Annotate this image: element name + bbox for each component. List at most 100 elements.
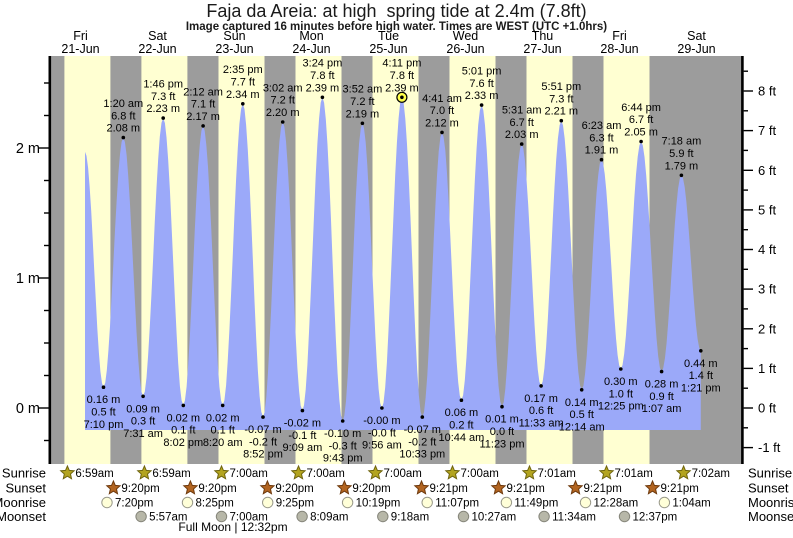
high-tide-label: 1.91 m <box>585 145 619 157</box>
event-time-label: 9:18am <box>391 512 429 524</box>
low-tide-label: -0.00 m <box>363 415 400 427</box>
row-label-right-sunset: Sunset <box>748 481 789 496</box>
moonrise-circle-icon <box>181 496 194 509</box>
moonset-circle-icon <box>618 510 631 523</box>
low-tide-dot <box>101 385 106 390</box>
high-tide-dot <box>639 139 643 144</box>
high-tide-label: 2.05 m <box>624 127 658 139</box>
high-tide-label: 2.17 m <box>186 111 220 123</box>
low-tide-label: -0.0 ft <box>368 427 396 439</box>
high-tide-label: 7.2 ft <box>350 96 374 108</box>
low-tide-label: 12:25 pm <box>598 401 644 413</box>
high-tide-label: 1:46 pm <box>143 79 183 91</box>
high-tide-label: 7.8 ft <box>310 70 334 82</box>
moonrise-circle-icon <box>658 496 671 509</box>
low-tide-label: 0.14 m <box>565 397 599 409</box>
day-date-label: 25-Jun <box>369 42 407 56</box>
high-tide-dot <box>559 118 564 123</box>
event-time-label: 7:01am <box>615 468 653 480</box>
low-tide-label: 0.5 ft <box>569 409 593 421</box>
sunrise-star-icon <box>136 464 153 480</box>
right-axis-label: 3 ft <box>758 282 776 297</box>
left-axis-label: 2 m <box>16 141 40 157</box>
row-label-left-moonset: Moonset <box>0 509 46 524</box>
day-date-label: 23-Jun <box>215 42 253 56</box>
event-time-label: 7:02am <box>692 468 730 480</box>
event-time-label: 8:09am <box>310 512 348 524</box>
low-tide-label: 1.0 ft <box>609 388 633 400</box>
event-time-label: 9:21pm <box>507 483 545 495</box>
day-date-label: 26-Jun <box>446 42 484 56</box>
high-tide-label: 2.08 m <box>106 123 140 135</box>
moonrise-circle-icon <box>341 496 354 509</box>
low-tide-dot <box>699 349 703 353</box>
day-date-label: 24-Jun <box>292 42 330 56</box>
high-tide-label: 5:31 am <box>502 105 542 117</box>
event-time-label: 7:00am <box>307 468 345 480</box>
low-tide-dot <box>300 408 305 413</box>
moonrise-circle-icon <box>500 496 513 509</box>
sunrise-star-icon <box>367 464 384 480</box>
right-axis-label: 1 ft <box>758 361 776 376</box>
low-tide-label: 1.4 ft <box>689 370 713 382</box>
left-axis-label: 1 m <box>16 271 40 287</box>
sunrise-star-icon <box>444 464 461 480</box>
high-tide-label: 2.19 m <box>346 108 380 120</box>
high-tide-label: 4:41 am <box>422 93 462 105</box>
low-tide-label: 0.02 m <box>206 412 240 424</box>
high-tide-dot <box>479 103 484 107</box>
event-time-label: 7:00am <box>461 468 499 480</box>
row-label-left-sunset: Sunset <box>6 481 47 496</box>
high-tide-label: 6.7 ft <box>509 117 533 129</box>
low-tide-label: 0.44 m <box>684 358 718 370</box>
high-tide-label: 2.12 m <box>425 117 459 129</box>
chart-subtitle: Image captured 16 minutes before high wa… <box>185 21 608 33</box>
event-time-label: 7:01am <box>538 468 576 480</box>
event-time-label: 12:37pm <box>633 512 678 524</box>
high-tide-dot <box>679 173 684 178</box>
low-tide-label: 8:20 am <box>203 437 243 449</box>
high-tide-dot <box>241 102 245 106</box>
high-tide-label: 2.33 m <box>465 90 499 102</box>
low-tide-label: 0.2 ft <box>449 420 473 432</box>
high-tide-label: 6.3 ft <box>589 132 613 144</box>
tide-area <box>85 97 701 431</box>
event-time-label: 9:25pm <box>276 498 314 510</box>
low-tide-label: 0.17 m <box>524 393 558 405</box>
event-time-label: 9:21pm <box>430 483 468 495</box>
low-tide-label: 0.28 m <box>645 379 679 391</box>
high-tide-label: 7.2 ft <box>270 95 294 107</box>
event-time-label: 11:34am <box>552 512 596 524</box>
high-tide-dot <box>121 135 126 140</box>
right-axis-label: 6 ft <box>758 163 776 178</box>
moonset-circle-icon <box>215 510 228 523</box>
low-tide-dot <box>500 404 504 409</box>
low-tide-label: 11:33 am <box>519 418 564 430</box>
low-tide-label: 0.0 ft <box>490 426 514 438</box>
event-time-label: 1:04am <box>672 498 710 510</box>
low-tide-dot <box>659 369 664 374</box>
low-tide-label: 7:10 pm <box>84 419 124 431</box>
high-tide-label: 2.03 m <box>505 129 539 141</box>
high-tide-label: 2.23 m <box>146 103 180 115</box>
low-tide-label: 0.1 ft <box>171 425 195 437</box>
low-tide-label: -0.07 m <box>404 424 441 436</box>
high-tide-label: 7.3 ft <box>549 93 573 105</box>
moonrise-circle-icon <box>101 496 113 509</box>
high-tide-label: 1.79 m <box>665 160 699 172</box>
high-tide-dot <box>519 142 524 146</box>
low-tide-dot <box>619 367 623 371</box>
event-time-label: 10:27am <box>472 512 517 524</box>
low-tide-label: 0.06 m <box>445 407 479 419</box>
high-tide-label: 3:52 am <box>343 84 383 96</box>
sunrise-star-icon <box>59 464 76 480</box>
low-tide-dot <box>141 394 145 399</box>
sunset-star-icon <box>567 479 584 495</box>
high-tide-label: 6.7 ft <box>629 114 653 126</box>
low-tide-label: 0.9 ft <box>649 391 673 403</box>
high-tide-label: 7.8 ft <box>390 70 414 82</box>
low-tide-label: 12:14 am <box>559 421 605 433</box>
moonset-circle-icon <box>135 510 147 523</box>
right-axis-label: 5 ft <box>758 202 776 217</box>
